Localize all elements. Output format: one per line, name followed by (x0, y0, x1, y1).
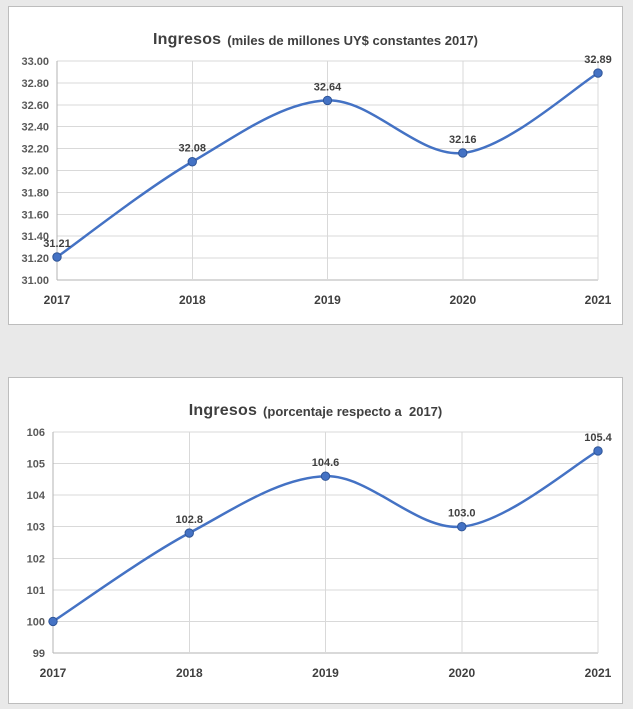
svg-text:106: 106 (27, 427, 45, 439)
chart-title-sub: (porcentaje respecto a 2017) (263, 404, 443, 419)
svg-text:104.6: 104.6 (312, 457, 340, 469)
svg-text:32.16: 32.16 (449, 134, 477, 146)
svg-text:31.21: 31.21 (43, 238, 71, 250)
svg-text:2020: 2020 (449, 293, 476, 307)
svg-text:2018: 2018 (176, 666, 203, 680)
svg-text:32.89: 32.89 (584, 54, 612, 66)
chart-title-main: Ingresos (188, 402, 258, 419)
svg-text:104: 104 (27, 490, 46, 502)
svg-text:31.20: 31.20 (21, 253, 49, 265)
line-chart-ingresos-porcentaje: 99 100 101 102 103 104 105 106 2017 2018 2019 2020 2… (27, 427, 613, 680)
svg-text:2019: 2019 (312, 666, 339, 680)
svg-text:103.0: 103.0 (448, 508, 476, 520)
chart-title: Ingresos (miles de millones UY$ constant… (9, 7, 622, 49)
svg-text:2020: 2020 (448, 666, 475, 680)
svg-text:32.40: 32.40 (21, 122, 49, 134)
svg-text:31.40: 31.40 (21, 231, 49, 243)
svg-text:33.00: 33.00 (21, 56, 49, 68)
svg-text:31.80: 31.80 (21, 187, 49, 199)
chart-panel-ingresos-constantes: Ingresos (miles de millones UY$ constant… (8, 6, 623, 325)
chart-panel-ingresos-porcentaje: Ingresos (porcentaje respecto a 2017) 99… (8, 377, 623, 704)
svg-text:32.00: 32.00 (21, 166, 49, 178)
svg-text:102: 102 (27, 553, 45, 565)
svg-text:2021: 2021 (585, 666, 612, 680)
svg-text:99: 99 (33, 648, 45, 660)
svg-text:105: 105 (27, 459, 45, 471)
svg-text:32.60: 32.60 (21, 100, 49, 112)
svg-text:2019: 2019 (314, 293, 341, 307)
svg-text:2021: 2021 (585, 293, 612, 307)
svg-text:31.60: 31.60 (21, 209, 49, 221)
svg-text:100: 100 (27, 616, 45, 628)
svg-text:105.4: 105.4 (584, 432, 612, 444)
chart-title-sub: (miles de millones UY$ constantes 2017) (227, 33, 478, 48)
svg-text:2017: 2017 (40, 666, 67, 680)
svg-text:32.64: 32.64 (314, 81, 342, 93)
svg-text:31.00: 31.00 (21, 275, 49, 287)
svg-text:32.80: 32.80 (21, 78, 49, 90)
svg-text:32.20: 32.20 (21, 144, 49, 156)
chart-title: Ingresos (porcentaje respecto a 2017) (9, 378, 622, 420)
svg-text:102.8: 102.8 (175, 514, 203, 526)
svg-text:32.08: 32.08 (178, 143, 206, 155)
line-chart-ingresos-constantes: 31.00 31.20 31.40 31.60 31.80 32.00 32.20 32.40… (21, 54, 612, 307)
svg-text:103: 103 (27, 522, 45, 534)
chart-title-main: Ingresos (152, 31, 222, 48)
svg-text:2017: 2017 (44, 293, 71, 307)
svg-text:2018: 2018 (179, 293, 206, 307)
svg-text:101: 101 (27, 585, 45, 597)
